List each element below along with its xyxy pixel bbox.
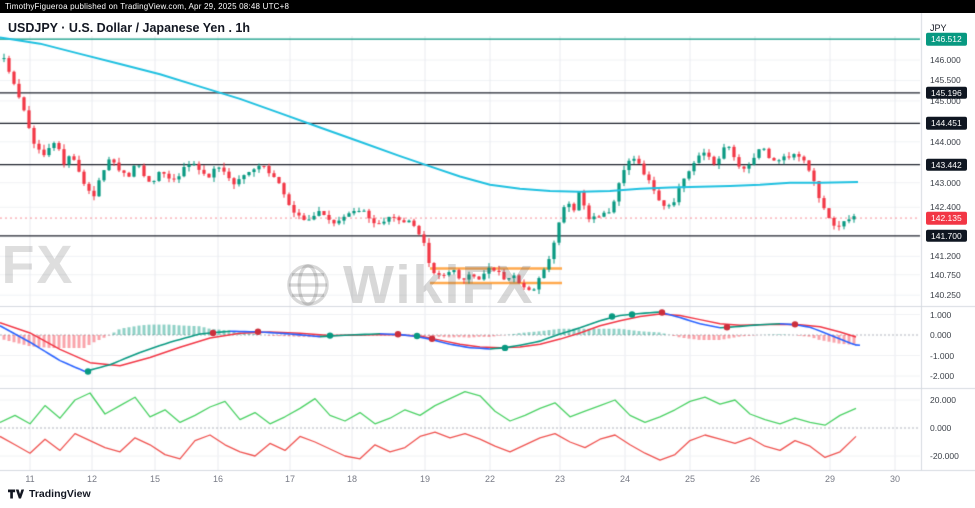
time-axis-label: 22 [484, 474, 496, 484]
price-axis-label: 145.500 [930, 75, 961, 86]
time-axis-label: 15 [149, 474, 161, 484]
time-axis-label: 24 [619, 474, 631, 484]
price-axis-label: 145.000 [930, 95, 961, 106]
price-level-badge: 144.451 [926, 117, 967, 130]
price-level-badge: 146.512 [926, 32, 967, 46]
time-axis-label: 29 [824, 474, 836, 484]
price-axis-label: 140.250 [930, 290, 961, 301]
time-axis-label: 16 [212, 474, 224, 484]
price-axis-label: 141.200 [930, 251, 961, 262]
tradingview-logo-icon [8, 489, 24, 499]
publish-note-bar: TimothyFigueroa published on TradingView… [0, 0, 975, 13]
price-axis-label: 140.750 [930, 269, 961, 280]
price-axis-label: 146.000 [930, 55, 961, 65]
time-axis-label: 19 [419, 474, 431, 484]
price-level-badge: 141.700 [926, 229, 967, 243]
time-axis-label: 12 [86, 474, 98, 484]
publish-note-text: TimothyFigueroa published on TradingView… [5, 2, 290, 11]
time-axis-label: 26 [749, 474, 761, 484]
oscillator-axis-label: 20.000 [930, 395, 956, 405]
macd-axis-label: 1.000 [930, 309, 952, 320]
time-axis-label: 30 [889, 474, 901, 484]
time-axis-label: 18 [346, 474, 358, 484]
macd-axis-label: -1.000 [930, 350, 955, 361]
time-axis-label: 11 [25, 474, 35, 484]
symbol-title: USDJPY · U.S. Dollar / Japanese Yen . 1h [8, 21, 250, 35]
oscillator-axis-label: -20.000 [930, 451, 959, 461]
currency-axis-label: JPY [930, 23, 947, 33]
current-price-badge: 142.135 [926, 211, 967, 225]
tradingview-brand-text: TradingView [29, 488, 91, 500]
time-axis-label: 23 [554, 474, 566, 484]
price-level-badge: 145.196 [926, 86, 967, 100]
time-axis-label: 17 [284, 474, 296, 484]
oscillator-axis-label: 0.000 [930, 423, 952, 433]
price-axis-label: 143.000 [930, 177, 961, 188]
tradingview-attribution[interactable]: TradingView [8, 488, 91, 500]
price-axis-label: 142.400 [930, 202, 961, 213]
price-axis-label: 144.000 [930, 136, 961, 147]
macd-axis-label: 0.000 [930, 330, 952, 340]
macd-axis-label: -2.000 [930, 371, 955, 381]
time-axis-label: 25 [684, 474, 696, 484]
price-level-badge: 143.442 [926, 158, 967, 171]
